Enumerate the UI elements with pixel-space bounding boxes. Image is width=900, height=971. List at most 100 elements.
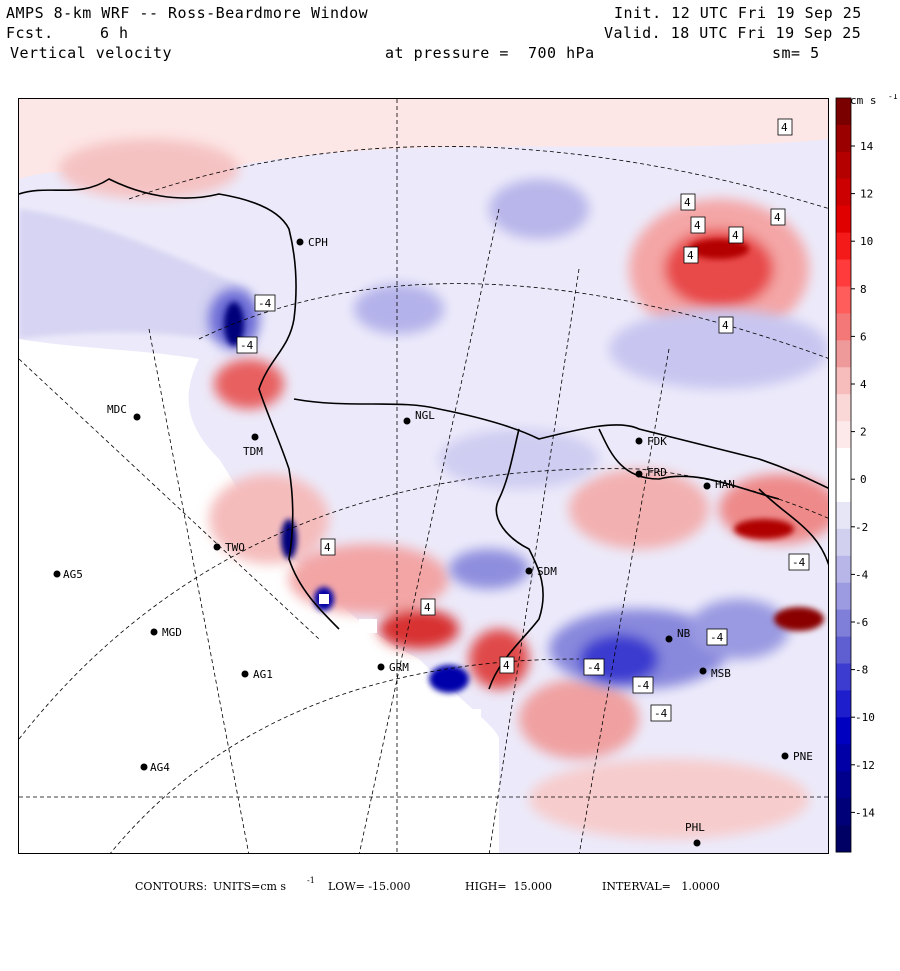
colorbar-tick-label: 0: [860, 473, 867, 486]
station-sdm: SDM: [525, 565, 557, 578]
smoothing: sm= 5: [772, 44, 820, 62]
colorbar-swatch: [836, 582, 851, 611]
station-label: NB: [677, 627, 691, 640]
colorbar-swatch: [836, 825, 851, 853]
svg-text:-4: -4: [710, 631, 724, 644]
station-label: AG5: [63, 568, 83, 581]
colorbar-swatch: [836, 663, 851, 691]
svg-text:4: 4: [722, 319, 729, 332]
station-phl: PHL: [685, 821, 705, 847]
station-label: HAN: [715, 478, 735, 491]
station-dot: [699, 667, 707, 675]
svg-text:-4: -4: [258, 297, 272, 310]
colorbar-units-exp: -1: [888, 94, 898, 101]
footer: CONTOURS: UNITS=cm s -1 LOW= -15.000 HIG…: [0, 876, 900, 971]
forecast-hours: 6 h: [100, 24, 129, 42]
colorbar-swatch: [836, 501, 851, 530]
colorbar-ticks: 14 12 10 8 6 4 2 0 -2 -4 -6 -8 -10 -12 -14: [851, 140, 875, 819]
contour-label: 4: [683, 246, 699, 264]
colorbar-tick-label: -10: [855, 711, 875, 724]
station-dot: [403, 417, 411, 425]
svg-text:-4: -4: [587, 661, 601, 674]
station-dot: [53, 570, 61, 578]
contour-label: 4: [728, 226, 744, 244]
station-msb: MSB: [699, 667, 731, 680]
station-two: TWO: [213, 541, 245, 554]
map-panel[interactable]: 4 4 4 4 4 4 4 4 4 4 -4 -4 -4 -4 -4 -4 -4 CPH MDC TDM NGL FDK…: [18, 98, 829, 854]
colorbar-swatch: [836, 636, 851, 664]
station-dot: [525, 567, 533, 575]
station-nb: NB: [665, 627, 691, 643]
contour-label: 4: [690, 216, 706, 234]
colorbar-tick-label: -14: [855, 806, 875, 819]
station-mdc: MDC: [107, 403, 141, 421]
colorbar-swatch: [836, 340, 851, 368]
colorbar-swatch: [836, 609, 851, 638]
contour-label: 4: [420, 598, 436, 616]
station-fdk: FDK: [635, 435, 667, 448]
footer-low: LOW= -15.000: [328, 880, 411, 893]
station-label: AG4: [150, 761, 170, 774]
contour-label: -4: [583, 658, 605, 676]
station-label: PNE: [793, 750, 813, 763]
svg-text:4: 4: [687, 249, 694, 262]
station-label: MGD: [162, 626, 182, 639]
colorbar: 14 12 10 8 6 4 2 0 -2 -4 -6 -8 -10 -12 -14 cm s -1: [835, 94, 898, 853]
colorbar-swatch: [836, 232, 851, 261]
station-mgd: MGD: [150, 626, 182, 639]
station-label: GRM: [389, 661, 409, 674]
colorbar-swatch: [836, 771, 851, 799]
station-label: CPH: [308, 236, 328, 249]
contour-label: 4: [320, 538, 336, 556]
map-title: AMPS 8-km WRF -- Ross-Beardmore Window: [6, 4, 369, 22]
station-label: TWO: [225, 541, 245, 554]
colorbar-swatch: [836, 205, 851, 234]
station-dot: [150, 628, 158, 636]
svg-text:4: 4: [324, 541, 331, 554]
station-dot: [140, 763, 148, 771]
station-dot: [241, 670, 249, 678]
colorbar-swatch: [836, 124, 851, 153]
colorbar-swatch: [836, 448, 851, 476]
station-label: AG1: [253, 668, 273, 681]
station-dot: [635, 470, 643, 478]
contour-label: -4: [788, 553, 810, 571]
contour-label: 4: [499, 656, 515, 674]
footer-units: UNITS=cm s: [213, 880, 287, 893]
station-dot: [693, 839, 701, 847]
colorbar-tick-label: -6: [855, 616, 868, 629]
colorbar-tick-label: 4: [860, 378, 867, 391]
station-dot: [635, 437, 643, 445]
init-time: Init. 12 UTC Fri 19 Sep 25: [614, 4, 862, 22]
colorbar-swatches: [835, 97, 852, 853]
station-label: MSB: [711, 667, 731, 680]
field-name: Vertical velocity: [10, 44, 173, 62]
station-label: PHL: [685, 821, 705, 834]
contour-label: 4: [718, 316, 734, 334]
colorbar-tick-label: -4: [855, 568, 869, 581]
colorbar-swatch: [836, 367, 851, 395]
svg-text:-4: -4: [654, 707, 668, 720]
station-dot: [133, 413, 141, 421]
colorbar-tick-label: 12: [860, 188, 873, 201]
coastline: [19, 178, 828, 690]
station-tdm: TDM: [243, 433, 263, 458]
station-ag1: AG1: [241, 668, 273, 681]
colorbar-units: cm s: [850, 94, 877, 107]
footer-contours: CONTOURS:: [135, 880, 208, 893]
colorbar-swatch: [836, 151, 851, 180]
valid-time: Valid. 18 UTC Fri 19 Sep 25: [604, 24, 862, 42]
svg-text:4: 4: [424, 601, 431, 614]
colorbar-swatch: [836, 286, 851, 314]
station-pne: PNE: [781, 750, 813, 763]
colorbar-swatch: [836, 178, 851, 207]
station-label: FRD: [647, 466, 667, 479]
station-cph: CPH: [296, 236, 328, 249]
station-ag5: AG5: [53, 568, 83, 581]
svg-text:-4: -4: [792, 556, 806, 569]
footer-units-exp: -1: [307, 876, 315, 885]
colorbar-swatch: [836, 259, 851, 287]
station-layer: CPH MDC TDM NGL FDK FRD HAN TWO AG5 SDM MGD AG1 GRM A…: [53, 236, 813, 847]
